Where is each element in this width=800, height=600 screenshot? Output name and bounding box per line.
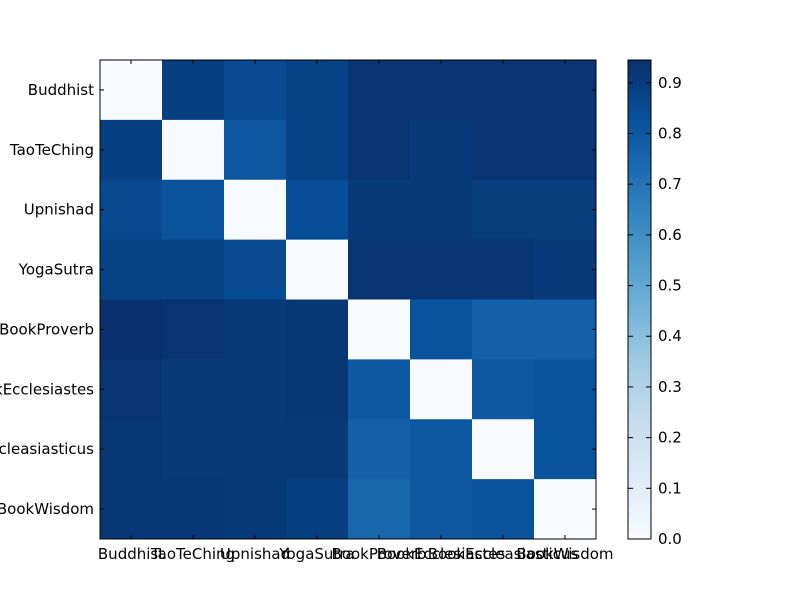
y-tick-label: BookWisdom: [0, 500, 94, 518]
heatmap-cell: [472, 119, 535, 181]
heatmap-cell: [224, 479, 287, 539]
y-tick-label: Buddhist: [28, 81, 94, 99]
heatmap-cell: [534, 419, 596, 480]
heatmap-cell: [348, 119, 411, 181]
x-axis: BuddhistTaoTeChingUpnishadYogaSutraBookP…: [98, 60, 614, 563]
heatmap-cells: [100, 60, 596, 539]
x-tick-label: TaoTeChing: [150, 545, 235, 563]
heatmap-cell: [410, 179, 473, 241]
heatmap-cell: [224, 239, 287, 301]
colorbar-tick-label: 0.8: [658, 124, 682, 142]
heatmap-cell: [534, 119, 596, 181]
heatmap-cell: [286, 359, 349, 420]
colorbar-tick-label: 0.0: [658, 530, 682, 548]
heatmap-cell: [472, 60, 535, 121]
x-tick-label: YogaSutra: [278, 545, 354, 563]
heatmap-cell: [286, 299, 349, 360]
y-tick-label: YogaSutra: [18, 261, 94, 279]
colorbar-tick-label: 0.3: [658, 378, 682, 396]
heatmap-cell: [100, 359, 163, 420]
heatmap-cell: [162, 60, 225, 121]
heatmap-cell: [472, 479, 535, 539]
colorbar-frame: [627, 59, 652, 540]
heatmap-cell: [224, 60, 287, 121]
heatmap-cell: [472, 239, 535, 301]
heatmap-cell: [472, 359, 535, 420]
heatmap-cell: [286, 239, 349, 301]
heatmap-cell: [100, 60, 163, 121]
heatmap-cell: [348, 359, 411, 420]
colorbar-tick-label: 0.1: [658, 479, 682, 497]
heatmap-cell: [534, 179, 596, 241]
heatmap-cell: [410, 60, 473, 121]
heatmap-cell: [100, 419, 163, 480]
heatmap-cell: [224, 119, 287, 181]
heatmap-cell: [348, 179, 411, 241]
heatmap-cell: [100, 119, 163, 181]
heatmap-cell: [472, 179, 535, 241]
heatmap-cell: [348, 239, 411, 301]
colorbar-tick-label: 0.7: [658, 175, 682, 193]
heatmap-cell: [286, 479, 349, 539]
y-tick-label: BookEcclesiastes: [0, 380, 94, 398]
heatmap-cell: [410, 359, 473, 420]
colorbar-tick-label: 0.5: [658, 277, 682, 295]
colorbar: 0.0 0.1 0.2 0.3 0.4 0.5 0.6 0.7 0.8 0.9: [627, 59, 682, 548]
heatmap-cell: [534, 359, 596, 420]
heatmap-cell: [162, 239, 225, 301]
heatmap-cell: [286, 119, 349, 181]
heatmap-cell: [224, 419, 287, 480]
heatmap-cell: [224, 299, 287, 360]
y-tick-label: BookProverb: [0, 320, 94, 338]
heatmap-cell: [286, 179, 349, 241]
heatmap-cell: [348, 419, 411, 480]
heatmap-cell: [224, 179, 287, 241]
colorbar-tick-label: 0.4: [658, 327, 682, 345]
x-tick-label: Buddhist: [98, 545, 164, 563]
heatmap-cell: [100, 179, 163, 241]
heatmap-cell: [162, 299, 225, 360]
heatmap-cell: [534, 479, 596, 539]
heatmap-cell: [472, 299, 535, 360]
heatmap-cell: [162, 479, 225, 539]
heatmap-cell: [286, 419, 349, 480]
heatmap-cell: [410, 239, 473, 301]
colorbar-tick-label: 0.9: [658, 74, 682, 92]
heatmap-cell: [100, 239, 163, 301]
x-tick-label: Upnishad: [220, 545, 290, 563]
heatmap-cell: [534, 239, 596, 301]
x-tick-label: BookEccleasiasticus: [428, 545, 579, 563]
heatmap-cell: [410, 479, 473, 539]
y-axis: Buddhist TaoTeChing Upnishad YogaSutra BookP…: [0, 81, 596, 518]
x-tick-label: BookWisdom: [516, 545, 613, 563]
heatmap-cell: [224, 359, 287, 420]
y-tick-label: TaoTeChing: [9, 141, 94, 159]
colorbar-tick-label: 0.6: [658, 226, 682, 244]
heatmap-cell: [472, 419, 535, 480]
colorbar-gradient: [628, 60, 651, 539]
heatmap-cell: [286, 60, 349, 121]
heatmap-cell: [534, 299, 596, 360]
heatmap-cell: [410, 119, 473, 181]
heatmap-cell: [162, 179, 225, 241]
heatmap-cell: [162, 119, 225, 181]
heatmap-cell: [410, 299, 473, 360]
heatmap-cell: [348, 60, 411, 121]
heatmap-cell: [348, 479, 411, 539]
heatmap-cell: [534, 60, 596, 121]
heatmap-cell: [100, 479, 163, 539]
plot-frame: [99, 59, 597, 540]
colorbar-tick-label: 0.2: [658, 429, 682, 447]
heatmap-cell: [162, 359, 225, 420]
heatmap-cell: [100, 299, 163, 360]
x-tick-label: BookProverb: [332, 545, 427, 563]
heatmap-cell: [410, 419, 473, 480]
x-tick-label: BookEcclesiastes: [377, 545, 506, 563]
y-tick-label: BookEccleasiasticus: [0, 440, 94, 458]
heatmap-cell: [348, 299, 411, 360]
heatmap-cell: [162, 419, 225, 480]
y-tick-label: Upnishad: [24, 201, 94, 219]
